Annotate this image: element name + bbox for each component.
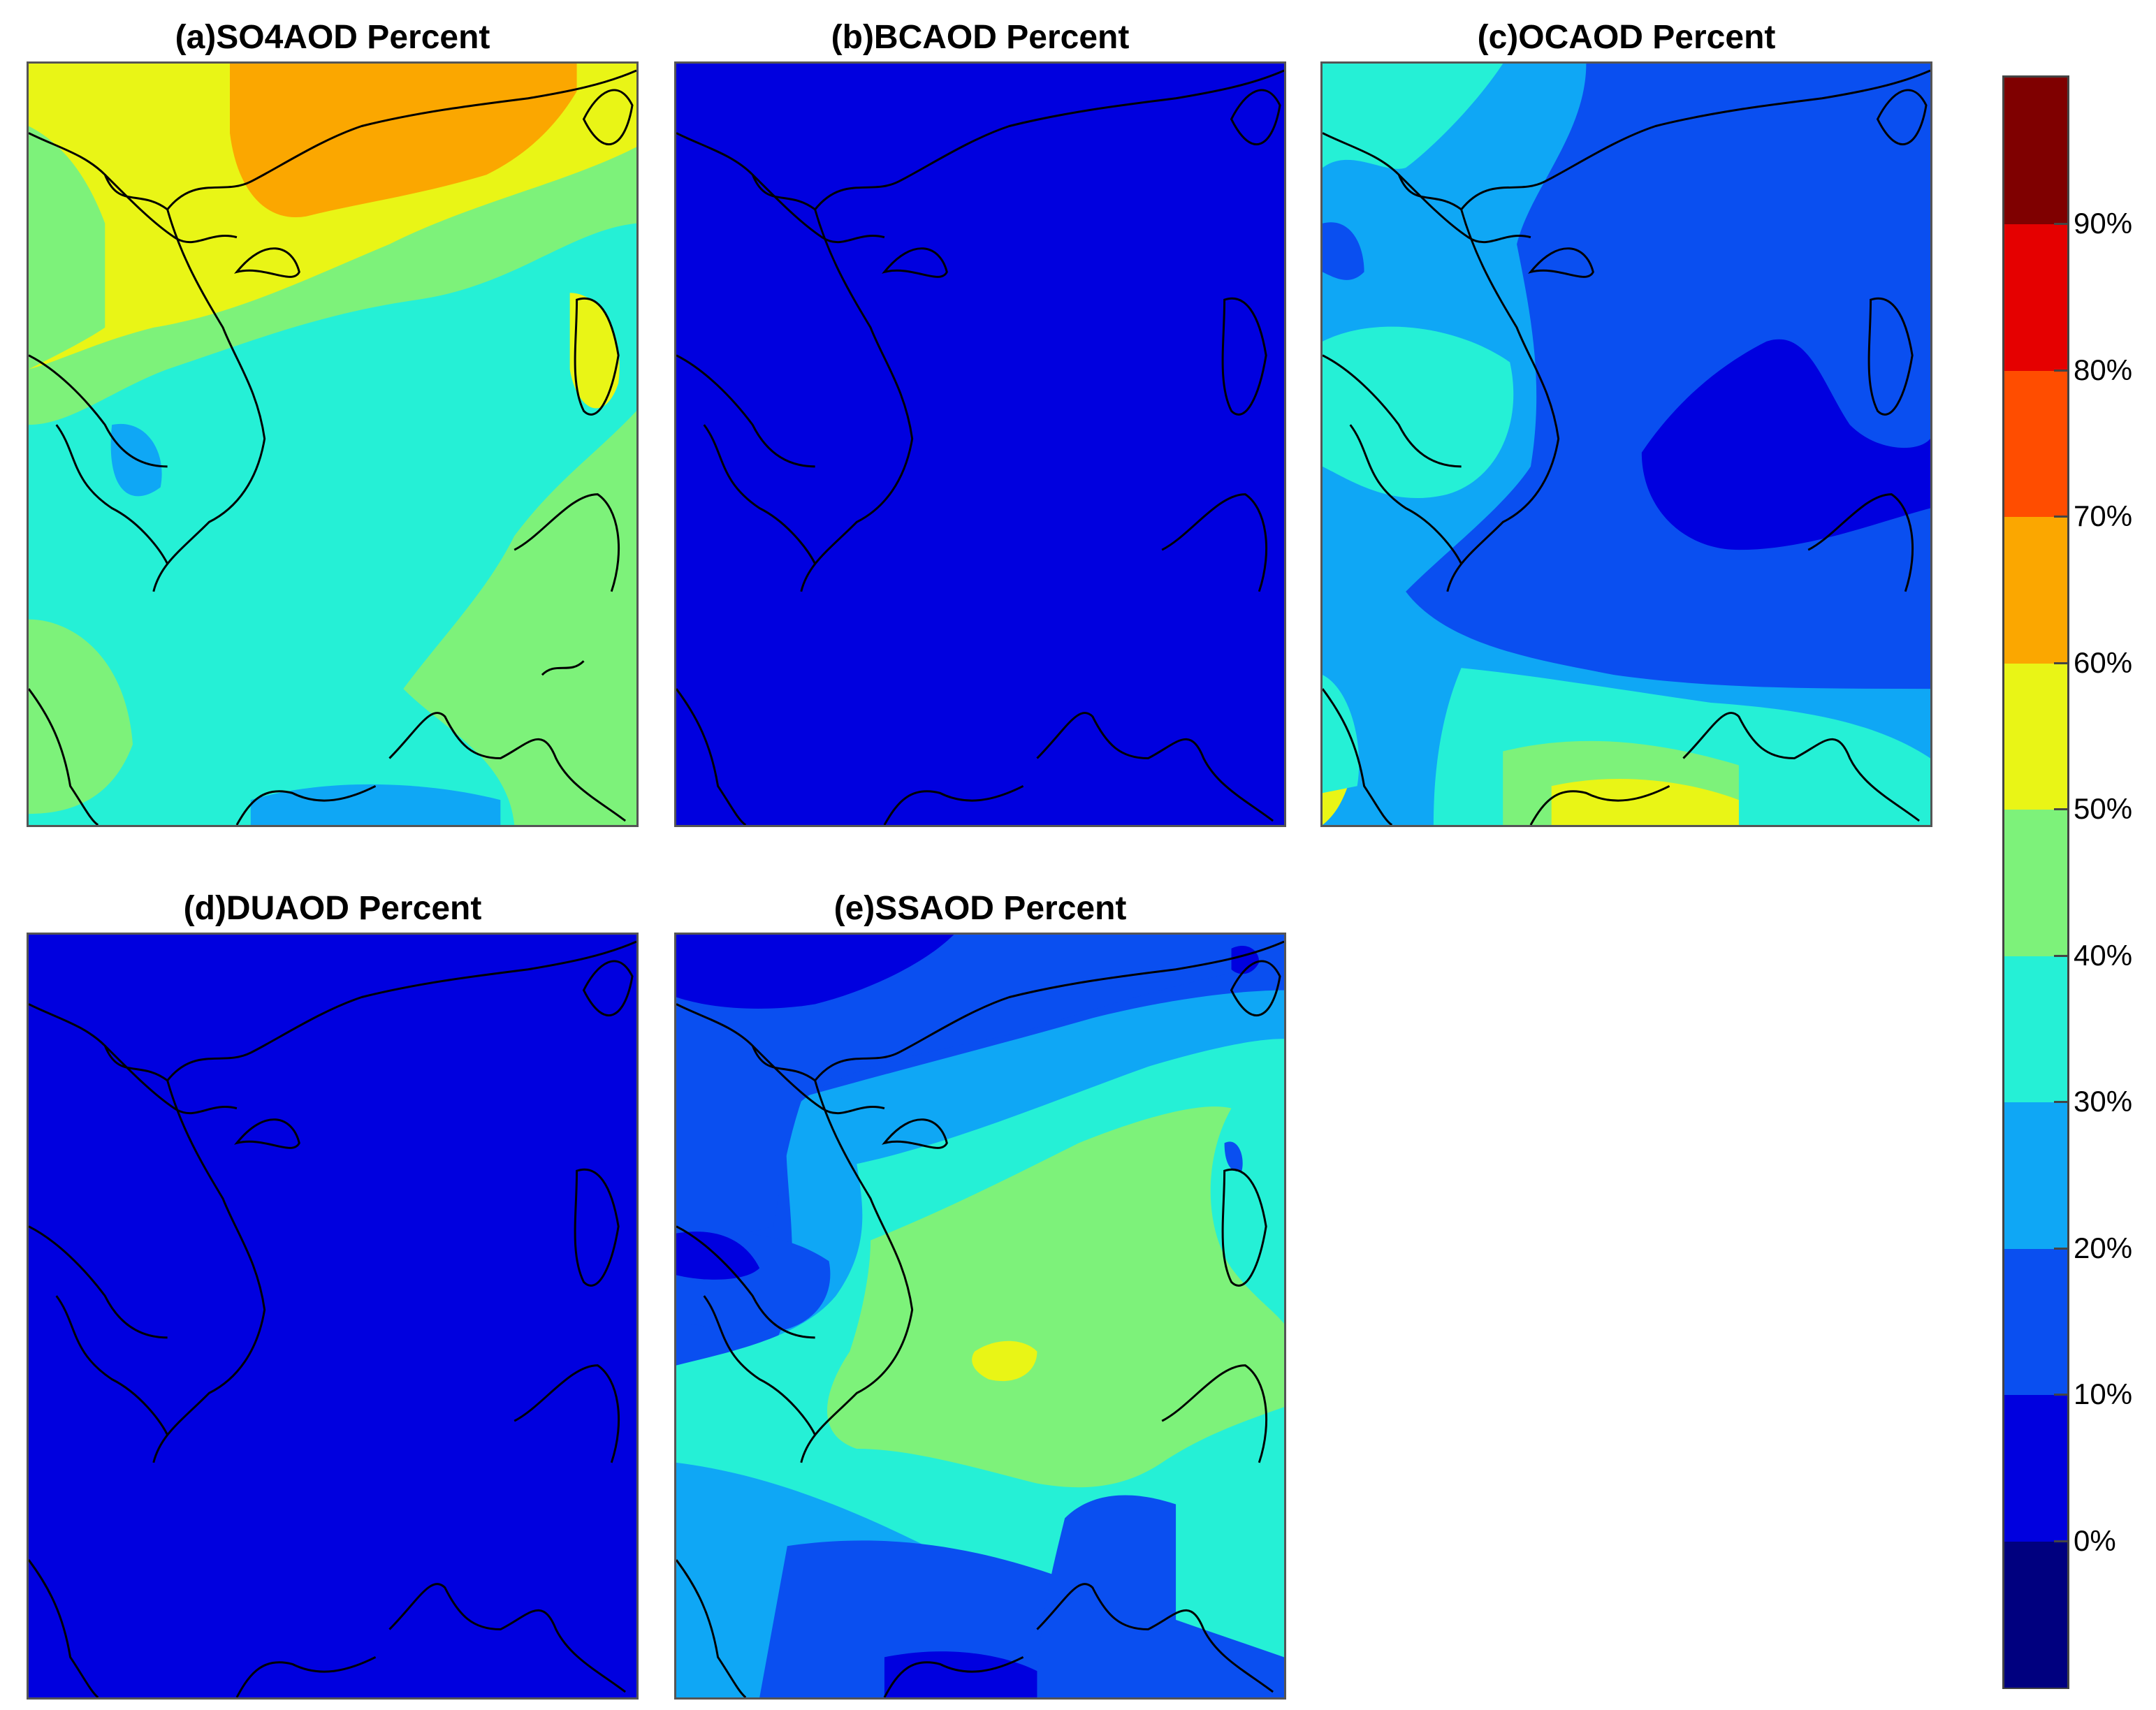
field-orange: [230, 64, 577, 218]
colorbar-tick: [2054, 662, 2069, 664]
colorbar-tick: [2054, 1247, 2069, 1250]
coastline-group: [29, 69, 636, 825]
field-lightblue-west: [1323, 64, 1930, 825]
colorbar-segment: [2004, 1102, 2067, 1249]
colorbar-tick: [2054, 369, 2069, 372]
field-green-left: [29, 126, 105, 370]
colorbar-segment: [2004, 78, 2067, 225]
colorbar-tick-label: 50%: [2074, 792, 2133, 826]
map-ssaod: [674, 933, 1286, 1700]
colorbar-tick-label: 70%: [2074, 499, 2133, 533]
field-blue-spot: [1323, 222, 1364, 280]
colorbar-segment: [2004, 1248, 2067, 1396]
colorbar-segment: [2004, 370, 2067, 518]
panel-bcaod: (b)BCAOD Percent: [674, 19, 1286, 827]
colorbar-segment: [2004, 955, 2067, 1103]
field-cyan-topleft: [1323, 64, 1503, 169]
field-blue-luzon: [1224, 1141, 1243, 1172]
colorbar-tick-label: 80%: [2074, 353, 2133, 386]
colorbar-segment: [2004, 1540, 2067, 1688]
panel-title: (e)SSAOD Percent: [833, 890, 1127, 927]
field-green-right: [403, 411, 636, 825]
field-yellow-island: [569, 293, 620, 409]
map-ocaod: [1320, 61, 1932, 827]
colorbar-tick: [2054, 1394, 2069, 1396]
colorbar: [2002, 75, 2069, 1689]
colorbar-tick-label: 40%: [2074, 938, 2133, 972]
colorbar-tick-label: 60%: [2074, 645, 2133, 679]
field-base: [676, 64, 1284, 825]
colorbar-tick: [2054, 954, 2069, 957]
panel-title: (b)BCAOD Percent: [831, 19, 1130, 56]
panel-title: (d)DUAOD Percent: [183, 890, 482, 927]
panel-so4aod: (a)SO4AOD Percent: [27, 19, 639, 827]
colorbar-tick: [2054, 516, 2069, 518]
colorbar-segment: [2004, 516, 2067, 664]
field-base: [29, 935, 636, 1697]
field-green: [827, 1106, 1284, 1488]
field-cyan-indochina: [1323, 326, 1514, 499]
field-lightblue-bottom: [250, 784, 501, 825]
panel-duaod: (d)DUAOD Percent: [27, 890, 639, 1700]
colorbar-segment: [2004, 809, 2067, 956]
field-yellow-spot: [972, 1340, 1037, 1382]
field-blue-borneo: [1037, 1495, 1177, 1697]
colorbar-tick-label: 10%: [2074, 1378, 2133, 1411]
colorbar-tick-label: 0%: [2074, 1523, 2116, 1557]
colorbar-tick-label: 30%: [2074, 1085, 2133, 1118]
colorbar-tick-label: 90%: [2074, 207, 2133, 240]
panel-title: (a)SO4AOD Percent: [175, 19, 490, 56]
map-bcaod: [674, 61, 1286, 827]
colorbar-tick: [2054, 1540, 2069, 1542]
panel-title: (c)OCAOD Percent: [1477, 19, 1776, 56]
field-cyan-lowerleft: [1323, 675, 1360, 794]
field-darkblue-north: [676, 935, 954, 1009]
colorbar-tick-label: 20%: [2074, 1231, 2133, 1264]
colorbar-segment: [2004, 1394, 2067, 1542]
coastline-group: [676, 940, 1284, 1697]
colorbar-segment: [2004, 662, 2067, 810]
coastline-group: [1323, 69, 1930, 825]
coastline-group: [676, 69, 1284, 825]
colorbar-tick: [2054, 808, 2069, 811]
colorbar-segment: [2004, 224, 2067, 371]
field-green-lowerleft: [29, 619, 133, 814]
coastline-group: [29, 940, 636, 1697]
field-yellow-south: [1551, 778, 1739, 825]
panel-ssaod: (e)SSAOD Percent: [674, 890, 1286, 1700]
map-so4aod: [27, 61, 639, 827]
panel-ocaod: (c)OCAOD Percent: [1320, 19, 1932, 827]
map-duaod: [27, 933, 639, 1700]
colorbar-tick: [2054, 1101, 2069, 1104]
field-darkblue-center: [1641, 339, 1930, 550]
field-blue-north: [676, 935, 1284, 1241]
colorbar-tick: [2054, 223, 2069, 226]
